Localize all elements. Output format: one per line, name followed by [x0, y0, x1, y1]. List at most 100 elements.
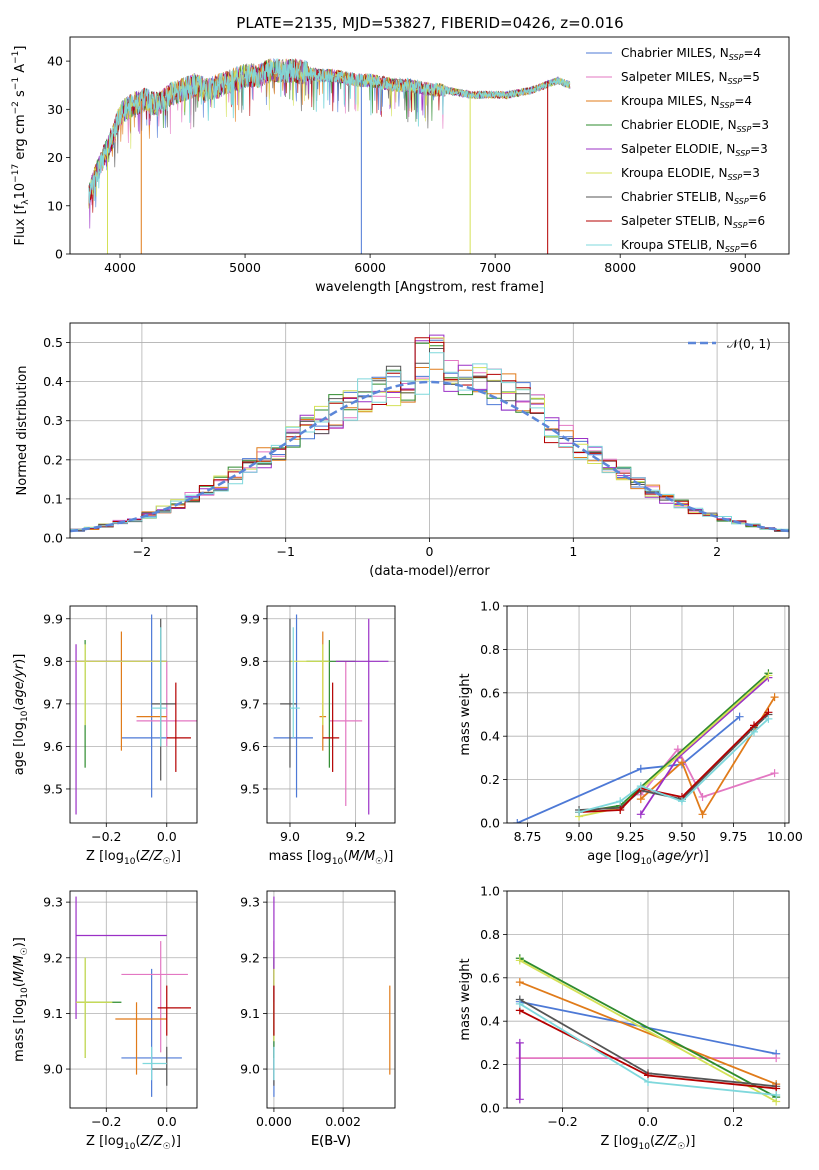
- label-part: (: [135, 1134, 140, 1149]
- label-part: =3: [750, 142, 768, 156]
- x-tick-label: 7000: [479, 260, 511, 275]
- x-tick-label: 8.75: [514, 829, 542, 844]
- weight-line-chabrier-elodie: [519, 957, 777, 1098]
- label-part: )]: [171, 1134, 181, 1149]
- x-axis-label: E(B-V): [311, 1134, 351, 1149]
- weight-point: [513, 819, 522, 823]
- label-part: s: [13, 90, 28, 101]
- weight-point: [515, 978, 524, 987]
- y-tick-label: 0.6: [480, 685, 500, 700]
- x-tick-label: 0.0: [157, 829, 177, 844]
- superscript: −1: [11, 51, 21, 64]
- x-tick-label: 4000: [104, 260, 136, 275]
- weight-point: [616, 805, 625, 814]
- y-tick-label: 9.6: [43, 739, 63, 754]
- y-tick-label: 0.4: [480, 1014, 500, 1029]
- weight-point: [772, 1090, 781, 1099]
- legend-entry: Salpeter MILES, NSSP=5: [621, 70, 760, 86]
- weight-line-kroupa-miles: [640, 696, 776, 817]
- label-part: (: [652, 849, 657, 864]
- age-vs-Z-marks: [75, 614, 197, 815]
- x-tick-label: −0.2: [91, 1114, 121, 1129]
- mass-vs-EBV-axes: 0.000 0.002 9.0 9.1 9.2 9.3 E(B-V): [240, 890, 396, 1149]
- x-tick-label: 8000: [604, 260, 636, 275]
- y-axis-label: age [log10(age/yr)]: [12, 654, 30, 776]
- x-tick-label: 9.00: [565, 829, 593, 844]
- weight-point: [698, 792, 707, 801]
- label-part: )]: [699, 849, 709, 864]
- y-axis-label: Flux [fλ10−17 erg cm−2 s−1 A−1]: [11, 46, 31, 246]
- weight-point: [677, 758, 686, 767]
- x-tick-label: 5000: [229, 260, 261, 275]
- weight-point: [515, 1038, 524, 1047]
- residual-legend: 𝒩(0, 1): [688, 337, 771, 351]
- label-part: )]: [12, 937, 27, 947]
- y-tick-label: 9.9: [43, 611, 63, 626]
- weight-point: [616, 797, 625, 806]
- weight-point: [772, 1054, 781, 1063]
- axes-frame: [506, 605, 790, 824]
- x-tick-label: 6000: [354, 260, 386, 275]
- x-tick-label: 0: [426, 544, 434, 559]
- y-tick-label: 9.6: [240, 739, 260, 754]
- x-tick-label: 9.75: [720, 829, 748, 844]
- subscript: 10: [638, 1142, 650, 1152]
- age-vs-mass-marks: [273, 614, 389, 815]
- y-tick-label: 0.5: [43, 335, 63, 350]
- y-tick-label: 9.5: [43, 781, 63, 796]
- y-axis-label: Normed distribution: [15, 366, 30, 496]
- plot-layer: 4000 5000 6000 7000 8000 9000010203040wavelen…: [11, 36, 803, 1152]
- axes-frame: [69, 605, 198, 824]
- legend-entry: Kroupa ELODIE, NSSP=3: [621, 166, 760, 182]
- subscript: λ: [21, 199, 31, 205]
- legend-entry: Chabrier MILES, NSSP=4: [621, 46, 761, 62]
- y-tick-label: 9.3: [240, 895, 260, 910]
- figure-title: PLATE=2135, MJD=53827, FIBERID=0426, z=0…: [236, 14, 623, 32]
- subscript: SSP: [737, 125, 752, 134]
- spectrum-axes: 4000 5000 6000 7000 8000 9000 0 10 20 30 40 wavelen…: [11, 36, 790, 295]
- weight-point: [636, 810, 645, 819]
- residuals-marks: [70, 334, 789, 538]
- axes-frame: [266, 605, 396, 824]
- label-part: )]: [12, 654, 27, 664]
- y-tick-label: 0.0: [43, 531, 63, 546]
- label-part: =4: [743, 46, 761, 60]
- y-tick-label: 0.2: [480, 772, 500, 787]
- y-tick-label: 9.5: [240, 781, 260, 796]
- subscript: SSP: [735, 149, 750, 158]
- y-tick-label: 30: [47, 102, 63, 117]
- weight-line-salpeter-stelib: [578, 711, 770, 813]
- subscript: SSP: [728, 77, 743, 86]
- massweight-vs-Z-axes: −0.2 0.0 0.2 0.0 0.2 0.4 0.6 0.8 1.0 Z [log10(Z/Z…: [458, 884, 790, 1152]
- subscript: ☉: [163, 857, 171, 867]
- x-tick-label: 2: [713, 544, 721, 559]
- y-tick-label: 9.3: [43, 895, 63, 910]
- x-tick-label: −0.2: [91, 829, 121, 844]
- label-part: M/M: [348, 849, 375, 864]
- x-axis-label: mass [log10(M/M☉)]: [269, 849, 394, 867]
- subscript: SSP: [733, 221, 748, 230]
- y-tick-label: 9.8: [240, 654, 260, 669]
- weight-point: [636, 782, 645, 791]
- y-tick-label: 0.2: [480, 1057, 500, 1072]
- x-tick-label: −2: [133, 544, 151, 559]
- mass-vs-Z-axes: −0.2 0.0 9.0 9.1 9.2 9.3 Z [log10(Z/Z☉)] mass […: [12, 890, 198, 1152]
- x-tick-label: 9.25: [617, 829, 645, 844]
- x-tick-label: −0.2: [547, 1114, 577, 1129]
- y-tick-label: 9.2: [240, 950, 260, 965]
- y-tick-label: 9.1: [43, 1006, 63, 1021]
- histogram-kroupa-stelib: [70, 352, 789, 538]
- subscript: ☉: [375, 857, 383, 867]
- label-part: (: [343, 849, 348, 864]
- subscript: 10: [124, 1142, 136, 1152]
- label-part: =6: [740, 238, 758, 252]
- axes-frame: [506, 890, 790, 1109]
- normal-reference-curve: [70, 380, 789, 533]
- subscript: SSP: [734, 197, 749, 206]
- x-axis-label: Z [log10(Z/Z☉)]: [601, 1134, 696, 1152]
- legend-entry: 𝒩(0, 1): [727, 337, 771, 351]
- mass-vs-EBV-marks: [273, 896, 391, 1097]
- y-tick-label: 0.6: [480, 970, 500, 985]
- label-part: =5: [742, 70, 760, 84]
- superscript: −2: [11, 101, 21, 114]
